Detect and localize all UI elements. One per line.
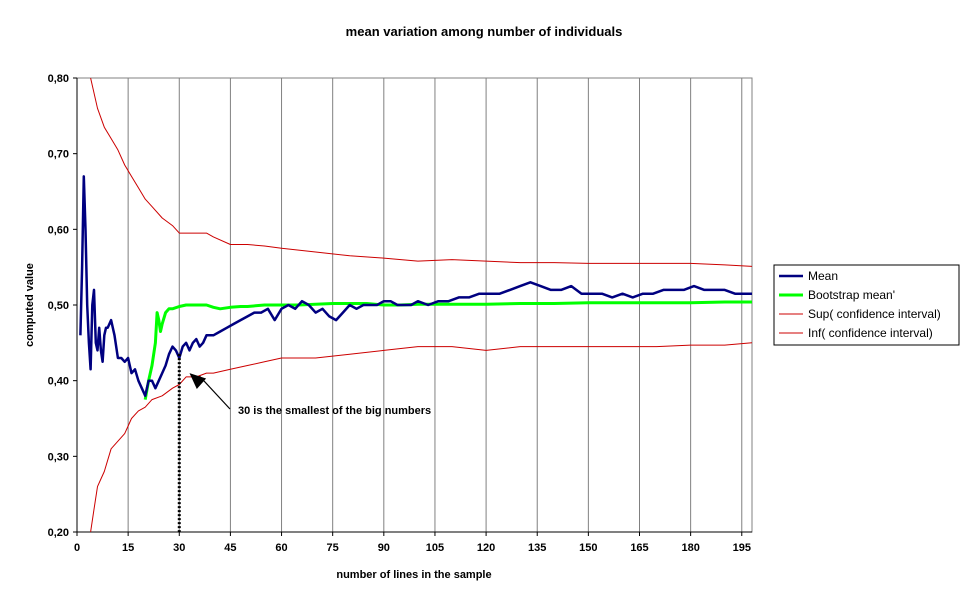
y-tick-label: 0,80 [48,73,69,85]
x-tick-label: 75 [327,542,339,554]
x-tick-label: 45 [224,542,236,554]
x-tick-label: 105 [426,542,444,554]
x-tick-label: 60 [275,542,287,554]
x-tick-label: 195 [733,542,751,554]
annotation-arrow-head [189,373,207,389]
y-axis-title: computed value [24,263,36,347]
legend: Mean Bootstrap mean' Sup( confidence inter… [773,264,960,346]
y-tick-label: 0,60 [48,224,69,236]
annotation-text: 30 is the smallest of the big numbers [238,405,431,417]
legend-label: Bootstrap mean' [808,288,895,302]
series-line-2 [90,78,752,267]
x-tick-label: 180 [681,542,699,554]
annotation-layer: 30 is the smallest of the big numbers [189,373,431,417]
series-line-1 [143,300,752,400]
x-axis-title: number of lines in the sample [336,569,491,581]
y-tick-label: 0,50 [48,300,69,312]
y-tick-label: 0,40 [48,376,69,388]
chart-title: mean variation among number of individua… [346,24,623,39]
y-tick-label: 0,30 [48,451,69,463]
x-tick-label: 135 [528,542,546,554]
x-tick-label: 150 [579,542,597,554]
axis-ticks: 0 15 30 45 60 75 90 105 120 135 150 165 180 195 0,20 0,… [48,73,752,554]
series-line-3 [90,342,752,532]
annotation-arrow-shaft [199,375,231,410]
legend-label: Inf( confidence interval) [808,326,933,340]
x-tick-label: 0 [74,542,80,554]
legend-box [773,264,960,346]
x-tick-label: 165 [630,542,648,554]
series-layer [79,78,752,532]
legend-label: Sup( confidence interval) [808,307,941,321]
series-line-0 [79,175,752,398]
x-tick-label: 30 [173,542,185,554]
x-tick-label: 120 [477,542,495,554]
x-tick-label: 90 [378,542,390,554]
y-tick-label: 0,70 [48,149,69,161]
y-tick-label: 0,20 [48,527,69,539]
legend-label: Mean [808,269,838,283]
x-tick-label: 15 [122,542,134,554]
